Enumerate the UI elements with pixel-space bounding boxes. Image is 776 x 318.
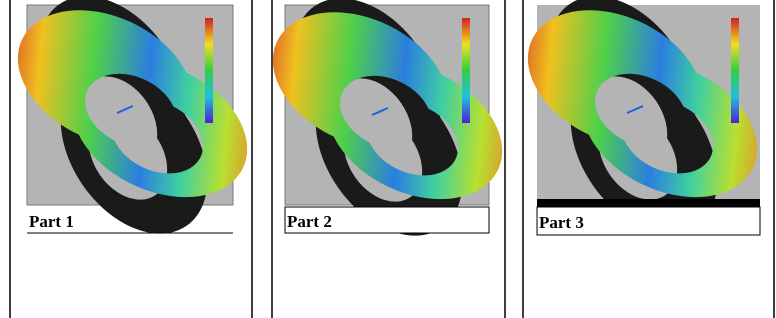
- page: Part 1 Part 2 Part 3 (() => { const data…: [0, 0, 776, 318]
- caption: Part 1: [29, 212, 74, 231]
- document: Part 1 Part 2 Part 3: [0, 0, 776, 318]
- caption: Part 3: [539, 213, 584, 232]
- caption: Part 2: [287, 212, 332, 231]
